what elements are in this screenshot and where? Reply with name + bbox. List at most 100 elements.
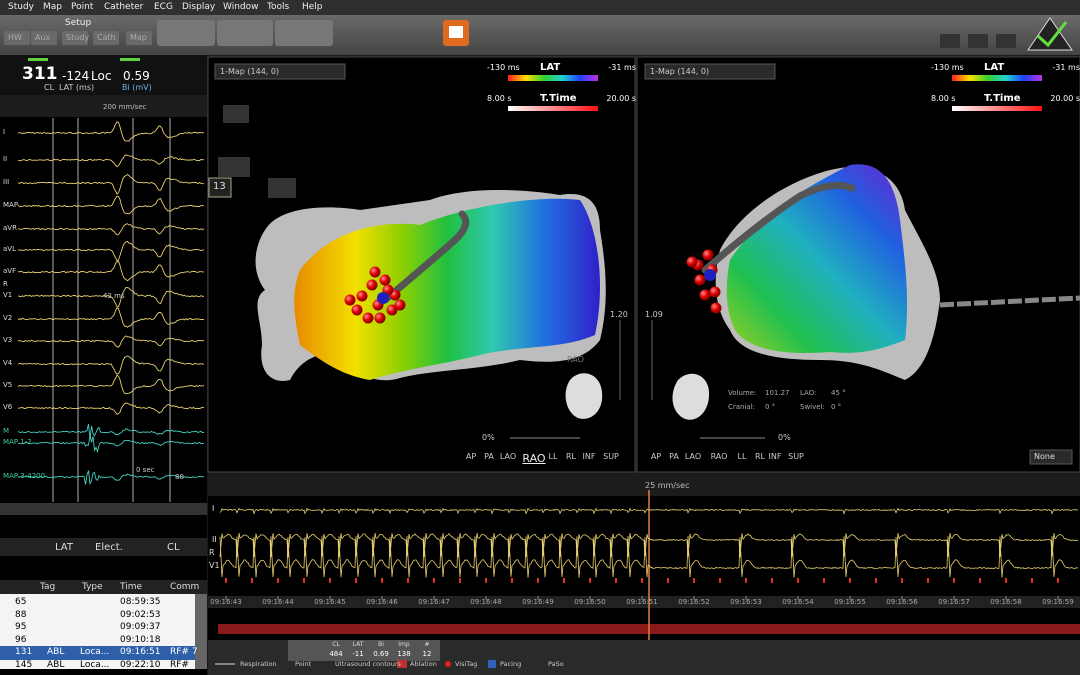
signals-tools (0, 95, 207, 117)
readout-panel (0, 55, 207, 95)
dropdown[interactable] (1029, 449, 1073, 465)
menu-item[interactable]: Help (302, 2, 323, 12)
lead-label: I (212, 504, 215, 513)
tag-time: 09:02:53 (120, 609, 161, 620)
toolbar-button[interactable] (275, 20, 333, 46)
view-button[interactable]: SUP (603, 452, 619, 461)
toolbar-button[interactable] (93, 31, 119, 45)
toolbar-button-label[interactable]: Map (130, 33, 147, 42)
lead-label: R (3, 280, 8, 288)
menu-item[interactable]: Point (71, 2, 94, 12)
beat-marker (329, 578, 331, 583)
view-button[interactable]: RAO (522, 452, 546, 465)
menu-item[interactable]: ECG (154, 2, 173, 12)
lead-label: R (209, 548, 215, 557)
menu-item[interactable]: Window (223, 2, 259, 12)
beat-marker (511, 578, 513, 583)
view-button[interactable]: LL (548, 452, 558, 461)
ablation-point (374, 312, 386, 324)
time-label: 09:16:47 (418, 598, 450, 606)
scrollbar[interactable] (195, 594, 207, 669)
ttime-min: 8.00 s (931, 94, 956, 103)
toolbar-button-label[interactable]: Aux (35, 33, 51, 42)
signals-panel (0, 95, 207, 515)
ttime-title: T.Time (984, 93, 1021, 104)
dropdown[interactable] (644, 63, 776, 80)
tool-button[interactable] (268, 178, 296, 198)
view-button[interactable]: SUP (788, 452, 804, 461)
ecg-trace (17, 307, 205, 328)
lead-label: V4 (3, 359, 13, 367)
view-button[interactable]: RAO (710, 452, 728, 461)
lead-label: V2 (3, 314, 13, 322)
toolbar-button[interactable] (4, 31, 30, 45)
view-button[interactable]: PA (669, 452, 679, 461)
view-button[interactable]: LL (737, 452, 747, 461)
ttime-max: 20.00 s (1050, 94, 1080, 103)
toolbar-button[interactable] (31, 31, 57, 45)
menu-item[interactable]: Map (43, 2, 62, 12)
zoom-value: 1.09 (645, 310, 663, 319)
status-indicator (1027, 17, 1073, 51)
sweep-speed: 200 mm/sec (103, 103, 147, 111)
toolbar-button-label[interactable]: Study (66, 33, 90, 42)
icon (449, 26, 463, 38)
ablation-point (710, 302, 722, 314)
tool-button[interactable] (223, 105, 249, 123)
view-button[interactable]: RL (565, 452, 577, 461)
cycle-length: 311 (22, 64, 58, 84)
view-button[interactable]: LAO (499, 452, 517, 461)
ttime-title: T.Time (540, 93, 577, 104)
view-button[interactable]: INF (768, 452, 782, 461)
tag-id: 131 (15, 647, 33, 657)
view-button[interactable]: LAO (684, 452, 702, 461)
annotation: 42 ms (103, 292, 125, 300)
scrollbar[interactable] (0, 503, 207, 515)
lat-min: -130 ms (931, 63, 964, 72)
legend-item: Pacing (500, 660, 522, 668)
status-icon (996, 34, 1016, 48)
time-label: 09:16:43 (210, 598, 242, 606)
catheter-tip (377, 292, 389, 304)
menu-item[interactable]: Catheter (104, 2, 144, 12)
legend-item: Respiration (240, 660, 277, 668)
tool-button[interactable] (218, 157, 250, 177)
lead-label: MAP 3-4200 (3, 472, 46, 480)
display-selector[interactable]: None (1034, 452, 1055, 461)
time-label: 09:16:45 (314, 598, 346, 606)
tag-type: Loca... (80, 659, 110, 670)
catheter (701, 181, 856, 274)
lead-label: II (212, 535, 217, 544)
toolbar-button[interactable] (126, 31, 152, 45)
toolbar-button[interactable] (62, 31, 88, 45)
orientation-heart (565, 373, 603, 419)
dropdown[interactable] (214, 63, 346, 80)
lead-label: aVR (3, 224, 17, 232)
view-button[interactable]: AP (465, 452, 477, 461)
beat-marker (1031, 578, 1033, 583)
menu-item[interactable]: Display (182, 2, 216, 12)
beat-marker (277, 578, 279, 583)
menu-item[interactable]: Study (8, 2, 34, 12)
view-button[interactable]: INF (582, 452, 596, 461)
map-selector[interactable]: 1-Map (144, 0) (650, 67, 710, 76)
toolbar-button-label[interactable]: Cath (97, 33, 116, 42)
lead-label: MAP (3, 201, 19, 209)
lead-label: II (3, 155, 8, 163)
view-button[interactable]: RL (754, 452, 766, 461)
info-value: 45 ° (831, 389, 846, 397)
lat-min: -130 ms (487, 63, 520, 72)
menu-item[interactable]: Tools (267, 2, 290, 12)
view-button[interactable]: PA (484, 452, 494, 461)
tag-name: ABL (47, 659, 65, 670)
map-selector[interactable]: 1-Map (144, 0) (220, 67, 280, 76)
toolbar-button[interactable] (217, 20, 273, 46)
toolbar-button[interactable] (157, 20, 215, 46)
ttime-min: 8.00 s (487, 94, 512, 103)
view-button[interactable]: AP (650, 452, 662, 461)
lat-map (294, 198, 600, 380)
beat-marker (979, 578, 981, 583)
toolbar-button-label[interactable]: HW (8, 33, 22, 42)
readout-label: CL (332, 641, 340, 648)
